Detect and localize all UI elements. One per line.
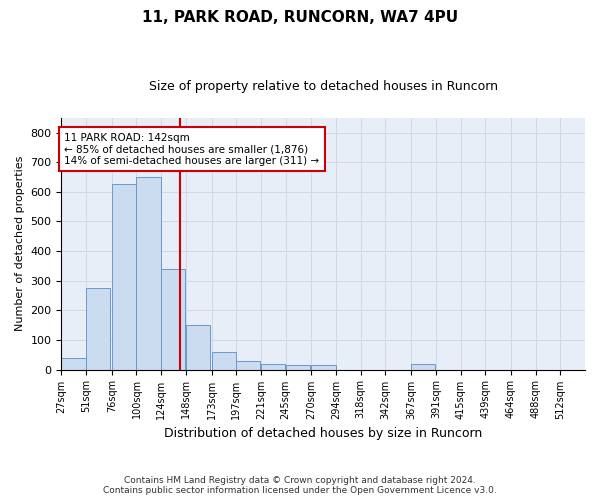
Bar (161, 269, 185, 370)
Bar (112, 184, 136, 370)
Bar (311, 365, 335, 370)
Text: 11 PARK ROAD: 142sqm
← 85% of detached houses are smaller (1,876)
14% of semi-de: 11 PARK ROAD: 142sqm ← 85% of detached h… (64, 132, 320, 166)
Bar (136, 177, 161, 370)
Bar (236, 360, 260, 370)
Bar (61, 358, 86, 370)
Text: Contains HM Land Registry data © Crown copyright and database right 2024.
Contai: Contains HM Land Registry data © Crown c… (103, 476, 497, 495)
X-axis label: Distribution of detached houses by size in Runcorn: Distribution of detached houses by size … (164, 427, 482, 440)
Bar (186, 325, 210, 370)
Text: 11, PARK ROAD, RUNCORN, WA7 4PU: 11, PARK ROAD, RUNCORN, WA7 4PU (142, 10, 458, 25)
Bar (86, 288, 110, 370)
Bar (286, 365, 310, 370)
Y-axis label: Number of detached properties: Number of detached properties (15, 156, 25, 332)
Title: Size of property relative to detached houses in Runcorn: Size of property relative to detached ho… (149, 80, 498, 93)
Bar (411, 364, 436, 370)
Bar (212, 352, 236, 370)
Bar (261, 364, 285, 370)
